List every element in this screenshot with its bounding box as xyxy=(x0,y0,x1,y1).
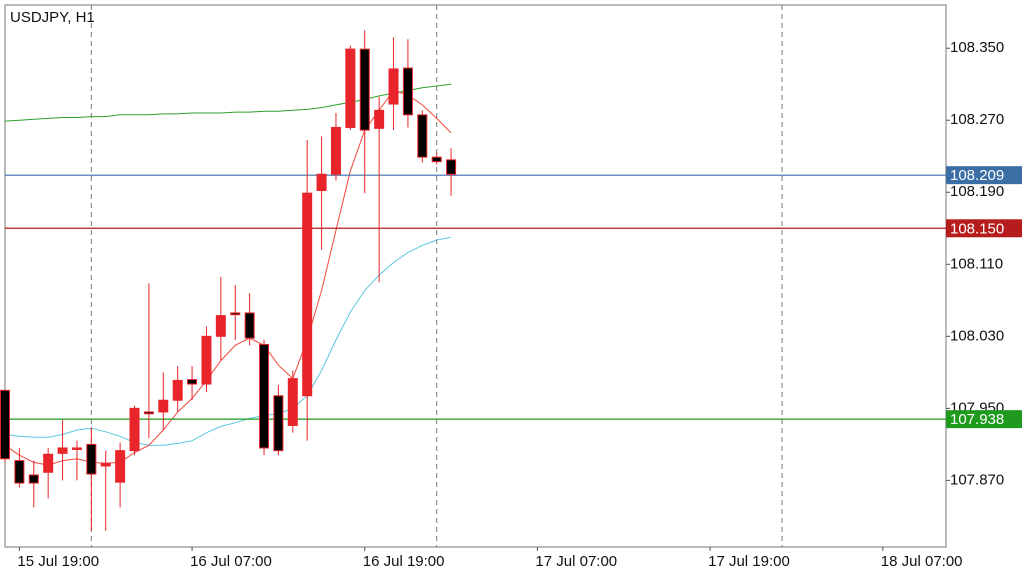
x-tick-label: 18 Jul 07:00 xyxy=(881,553,963,570)
candle-body xyxy=(158,399,169,413)
plot-frame xyxy=(4,4,947,548)
y-tick-label: 108.110 xyxy=(950,255,1003,272)
candle-body xyxy=(14,460,25,484)
price-label: 108.209 xyxy=(950,167,1004,184)
y-tick-label: 108.350 xyxy=(950,39,1004,56)
candle-body xyxy=(143,411,154,415)
candle-body xyxy=(201,335,212,385)
x-tick-label: 17 Jul 07:00 xyxy=(535,553,617,570)
candle-body xyxy=(187,379,198,385)
price-label-bg xyxy=(946,219,1022,238)
candle-body xyxy=(86,443,97,475)
price-label: 108.150 xyxy=(950,220,1004,237)
candle-body xyxy=(57,447,68,454)
candle-body xyxy=(259,343,270,449)
price-label-bg xyxy=(946,166,1022,185)
y-tick-label: 108.030 xyxy=(950,327,1004,344)
moving-average xyxy=(4,236,452,446)
candle-body xyxy=(273,395,284,452)
candle-body xyxy=(374,109,385,129)
candle-body xyxy=(388,68,399,105)
y-tick-label: 108.190 xyxy=(950,183,1004,200)
candle-body xyxy=(316,173,327,191)
x-tick-label: 15 Jul 19:00 xyxy=(17,553,99,570)
candle-body xyxy=(431,156,442,163)
candle-body xyxy=(115,450,126,483)
y-tick-label: 107.870 xyxy=(950,471,1004,488)
price-label: 107.938 xyxy=(950,411,1004,428)
candle-body xyxy=(71,447,82,450)
moving-average xyxy=(4,83,452,122)
y-tick-label: 108.270 xyxy=(950,111,1004,128)
x-tick-label: 16 Jul 07:00 xyxy=(190,553,272,570)
candle-body xyxy=(0,389,10,460)
candle-body xyxy=(345,48,356,128)
candle-body xyxy=(230,312,241,316)
candle-body xyxy=(28,474,39,484)
candle-body xyxy=(359,48,370,131)
candle-body xyxy=(417,114,428,158)
chart-title: USDJPY, H1 xyxy=(10,9,95,26)
candle-body xyxy=(244,312,255,339)
candle-body xyxy=(129,407,140,452)
x-tick-label: 17 Jul 19:00 xyxy=(708,553,790,570)
candle-body xyxy=(287,378,298,426)
price-label-bg xyxy=(946,410,1022,429)
candle-body xyxy=(302,192,313,397)
x-tick-label: 16 Jul 19:00 xyxy=(363,553,445,570)
candle-body xyxy=(215,315,226,337)
candle-body xyxy=(172,379,183,401)
candle-body xyxy=(402,67,413,116)
candle-body xyxy=(330,126,341,175)
candle-body xyxy=(43,453,54,473)
candle-body xyxy=(100,462,111,467)
candle-body xyxy=(446,159,457,175)
